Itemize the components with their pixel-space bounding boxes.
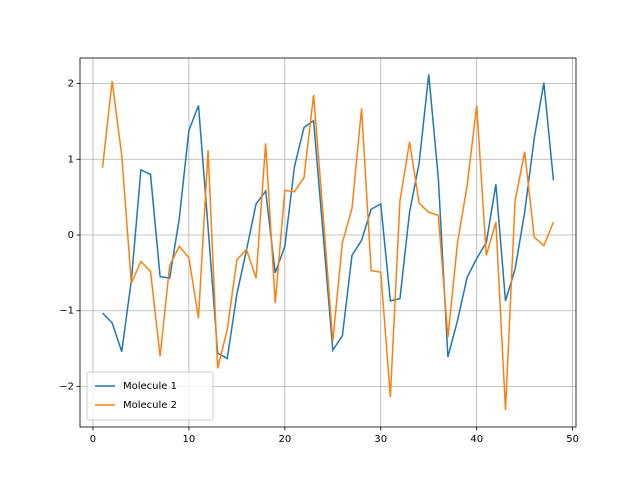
x-tick-label: 40 — [470, 434, 483, 445]
data-line — [101, 81, 555, 410]
y-tick-label: 2 — [68, 79, 74, 90]
x-tick-label: 20 — [278, 434, 291, 445]
x-tick-label: 10 — [183, 434, 196, 445]
x-tick-label: 30 — [374, 434, 387, 445]
y-tick-label: 1 — [68, 154, 74, 165]
data-line — [102, 74, 555, 360]
legend: Molecule 1 Molecule 2 — [86, 371, 214, 421]
x-tick-label: 0 — [90, 434, 96, 445]
legend-label: Molecule 1 — [123, 381, 177, 392]
y-tick-label: −1 — [59, 306, 74, 317]
plot-frame — [79, 57, 577, 428]
legend-box — [86, 371, 214, 421]
x-tick-label: 50 — [566, 434, 579, 445]
legend-label: Molecule 2 — [123, 400, 177, 411]
y-tick-label: −2 — [59, 381, 74, 392]
y-tick-label: 0 — [68, 230, 74, 241]
